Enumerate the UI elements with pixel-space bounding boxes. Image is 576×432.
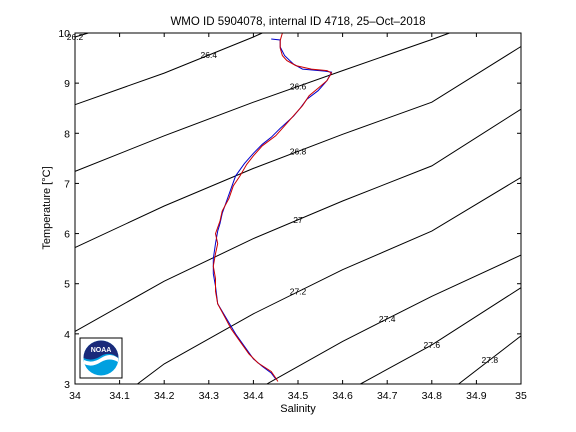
density-contour [74, 32, 263, 106]
x-tick-label: 34.5 [288, 390, 309, 402]
density-contour [74, 108, 522, 332]
density-contour [360, 287, 522, 385]
density-contour-label: 26.8 [290, 146, 307, 156]
y-tick-label: 3 [64, 379, 70, 391]
density-contour [74, 46, 522, 249]
density-contour-label: 27.8 [482, 355, 499, 365]
y-tick-label: 8 [64, 128, 70, 140]
x-tick-label: 34.1 [109, 390, 130, 402]
density-contour-label: 27 [293, 215, 303, 225]
ts-profile-line [212, 32, 333, 382]
noaa-logo-upper-half [83, 340, 119, 360]
density-contour [137, 176, 522, 385]
x-tick-label: 34.9 [466, 390, 487, 402]
noaa-logo-text: NOAA [91, 347, 112, 354]
density-contour [266, 254, 522, 385]
chart-title: WMO ID 5904078, internal ID 4718, 25–Oct… [170, 16, 425, 28]
density-contour [74, 32, 89, 38]
ts-profile-line [212, 38, 333, 380]
x-tick-label: 34.4 [243, 390, 264, 402]
x-axis-label: Salinity [280, 403, 316, 415]
y-tick-label: 6 [64, 229, 70, 241]
plot-background [75, 33, 521, 384]
y-axis-label: Temperature [°C] [41, 166, 53, 249]
density-contour [74, 32, 450, 172]
density-contours [74, 32, 522, 385]
density-contour-label: 27.2 [290, 287, 307, 297]
noaa-logo-wave [84, 355, 118, 366]
density-contour-label: 26.4 [201, 50, 218, 60]
y-tick-label: 4 [64, 329, 70, 341]
x-tick-label: 34.6 [332, 390, 353, 402]
y-tick-label: 9 [64, 78, 70, 90]
density-contour [458, 335, 522, 385]
x-axis-ticks: 34 34.1 34.2 34.3 34.4 34.5 34.6 34.7 34.8 34.9 35 [69, 33, 527, 402]
y-tick-label: 7 [64, 178, 70, 190]
y-tick-label: 5 [64, 279, 70, 291]
x-tick-label: 35 [515, 390, 527, 402]
y-axis-ticks: 3 4 5 6 7 8 9 10 [58, 28, 521, 391]
density-contour-label: 26.6 [290, 81, 307, 91]
noaa-logo: NOAA [79, 337, 123, 379]
density-contour-label: 27.4 [379, 314, 396, 324]
y-tick-label: 10 [58, 28, 70, 40]
x-tick-label: 34.8 [422, 390, 443, 402]
x-tick-label: 34.3 [199, 390, 220, 402]
density-contour-label: 27.6 [424, 340, 441, 350]
profile-series [212, 32, 333, 382]
x-tick-label: 34 [69, 390, 81, 402]
x-tick-label: 34.2 [154, 390, 175, 402]
x-tick-label: 34.7 [377, 390, 398, 402]
